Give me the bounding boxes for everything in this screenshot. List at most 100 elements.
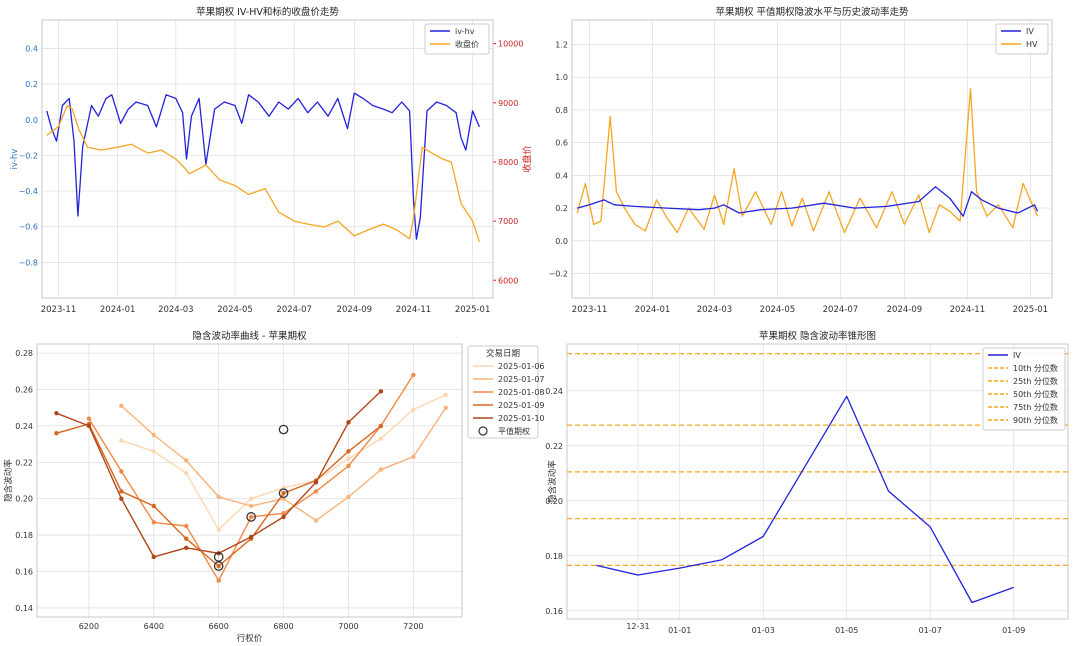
x-tick-label: 7200 <box>403 622 423 631</box>
iv-hv-line <box>46 92 480 240</box>
legend-label: IV <box>1013 351 1021 360</box>
x-tick-label: 2023-11 <box>41 305 77 315</box>
y-tick-label: 0.2 <box>555 204 568 213</box>
smile-point <box>54 430 59 436</box>
y-tick-label: 0.26 <box>15 386 33 395</box>
x-tick-label: 2024-01 <box>100 305 136 315</box>
smile-point <box>378 436 384 441</box>
smile-point <box>281 511 286 516</box>
atm-marker <box>246 512 256 522</box>
legend-label: 25th 分位数 <box>1013 376 1058 386</box>
x-tick-label: 6400 <box>144 622 164 631</box>
smile-point <box>378 389 384 394</box>
legend-label: 2025-01-10 <box>498 414 545 423</box>
y2-tick-label: 9000 <box>498 99 518 108</box>
smile-point <box>184 458 189 463</box>
y2-tick-label: 8000 <box>498 158 518 167</box>
smile-point <box>54 410 59 416</box>
close-price-line <box>46 105 481 243</box>
legend-title: 交易日期 <box>486 348 520 359</box>
y-tick-label: 0.0 <box>25 116 38 125</box>
smile-point <box>248 496 254 501</box>
legend-label: 2025-01-07 <box>498 375 545 384</box>
x-tick-label: 2024-09 <box>887 305 923 315</box>
ivhv-chart: −0.8 −0.6 −0.4 −0.2 0.0 0.2 0.4 2023-11 2024-01 2… <box>10 6 533 315</box>
y-tick-label: −0.2 <box>549 269 568 278</box>
smile-point <box>151 432 156 438</box>
x-tick-label: 2025-01 <box>1013 305 1049 315</box>
y2-tick-label: 7000 <box>498 217 518 226</box>
smile-point <box>184 523 189 529</box>
legend-box <box>467 345 539 439</box>
smile-point <box>346 463 351 469</box>
y-tick-label: 0.4 <box>555 171 568 180</box>
x-tick-label: 12-31 <box>626 622 649 631</box>
chart-title: 苹果期权 IV-HV和标的收盘价走势 <box>196 6 339 18</box>
smile-point <box>119 496 124 501</box>
plot-frame <box>36 343 463 618</box>
atm-marker <box>213 561 224 571</box>
atm-marker <box>278 424 289 435</box>
x-tick-label: 2024-07 <box>276 305 312 315</box>
y-tick-label: −0.4 <box>19 187 38 196</box>
y-tick-label: 0.14 <box>15 604 33 613</box>
iv-hv-level-chart: −0.2 0.0 0.2 0.4 0.6 0.8 1.0 1.2 2023-11 2024-01 2… <box>549 6 1053 315</box>
y-tick-label: 0.18 <box>545 552 563 561</box>
plot-frame <box>566 343 1069 620</box>
y-tick-label: 0.20 <box>545 497 563 506</box>
legend-label: 10th 分位数 <box>1013 363 1058 373</box>
smile-point <box>119 438 124 443</box>
y-tick-label: 0.28 <box>15 349 33 358</box>
y-tick-label: −0.6 <box>19 223 38 232</box>
x-tick-label: 2024-01 <box>635 305 671 315</box>
smile-point <box>184 471 189 476</box>
y-tick-label: 0.22 <box>15 458 33 467</box>
iv-cone-chart: 0.16 0.18 0.20 0.22 0.24 12-31 01-01 01-03 01-05… <box>545 330 1069 635</box>
legend-label: 50th 分位数 <box>1013 389 1058 399</box>
smile-point <box>248 503 254 509</box>
smile-point <box>119 489 124 494</box>
legend-label: HV <box>1026 40 1038 49</box>
x-tick-label: 2024-03 <box>697 305 733 315</box>
smile-point <box>281 514 286 520</box>
x-axis-label: 行权价 <box>237 633 263 644</box>
y-tick-label: 0.18 <box>15 531 33 540</box>
y-tick-label: 0.2 <box>25 80 38 89</box>
y-tick-label: 0.4 <box>25 45 38 54</box>
smile-point <box>86 416 92 421</box>
y-tick-label: 0.16 <box>15 568 33 577</box>
plot-frame <box>571 19 1053 299</box>
legend-label: 75th 分位数 <box>1013 402 1058 412</box>
x-tick-label: 6600 <box>208 622 228 631</box>
y-axis-label: iv-hv <box>10 149 20 170</box>
smile-point <box>378 423 384 429</box>
y2-tick-label: 10000 <box>498 40 523 49</box>
smile-point <box>281 491 286 496</box>
legend-label: iv-hv <box>455 27 475 36</box>
x-tick-label: 01-03 <box>752 626 775 635</box>
smile-point <box>346 494 351 500</box>
legend-label: 2025-01-09 <box>498 401 545 410</box>
x-tick-label: 01-01 <box>668 626 691 635</box>
y-tick-label: 0.24 <box>545 387 563 396</box>
plot-frame <box>41 19 494 299</box>
smile-point <box>151 503 156 509</box>
x-tick-label: 2024-11 <box>396 305 432 315</box>
legend-label: 2025-01-08 <box>498 388 545 397</box>
smile-point <box>411 372 416 378</box>
y2-axis-label: 收盘价 <box>521 145 533 172</box>
smile-point <box>151 520 156 525</box>
legend-label: 平值期权 <box>498 426 530 436</box>
smile-point <box>119 469 124 474</box>
legend-label: 90th 分位数 <box>1013 415 1058 425</box>
x-tick-label: 2024-09 <box>337 305 373 315</box>
smile-point <box>313 480 319 485</box>
smile-point <box>378 467 384 472</box>
chart-title: 苹果期权 平值期权隐波水平与历史波动率走势 <box>715 6 909 18</box>
y-tick-label: 0.8 <box>555 106 568 115</box>
x-tick-label: 2025-01 <box>455 305 491 315</box>
smile-point <box>216 578 221 583</box>
smile-point <box>216 527 221 532</box>
smile-point <box>151 554 156 560</box>
y-tick-label: −0.8 <box>19 258 38 267</box>
